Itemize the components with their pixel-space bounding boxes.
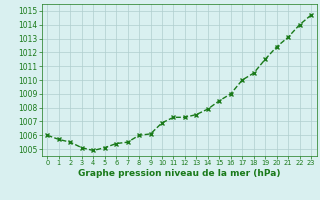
X-axis label: Graphe pression niveau de la mer (hPa): Graphe pression niveau de la mer (hPa)	[78, 169, 280, 178]
